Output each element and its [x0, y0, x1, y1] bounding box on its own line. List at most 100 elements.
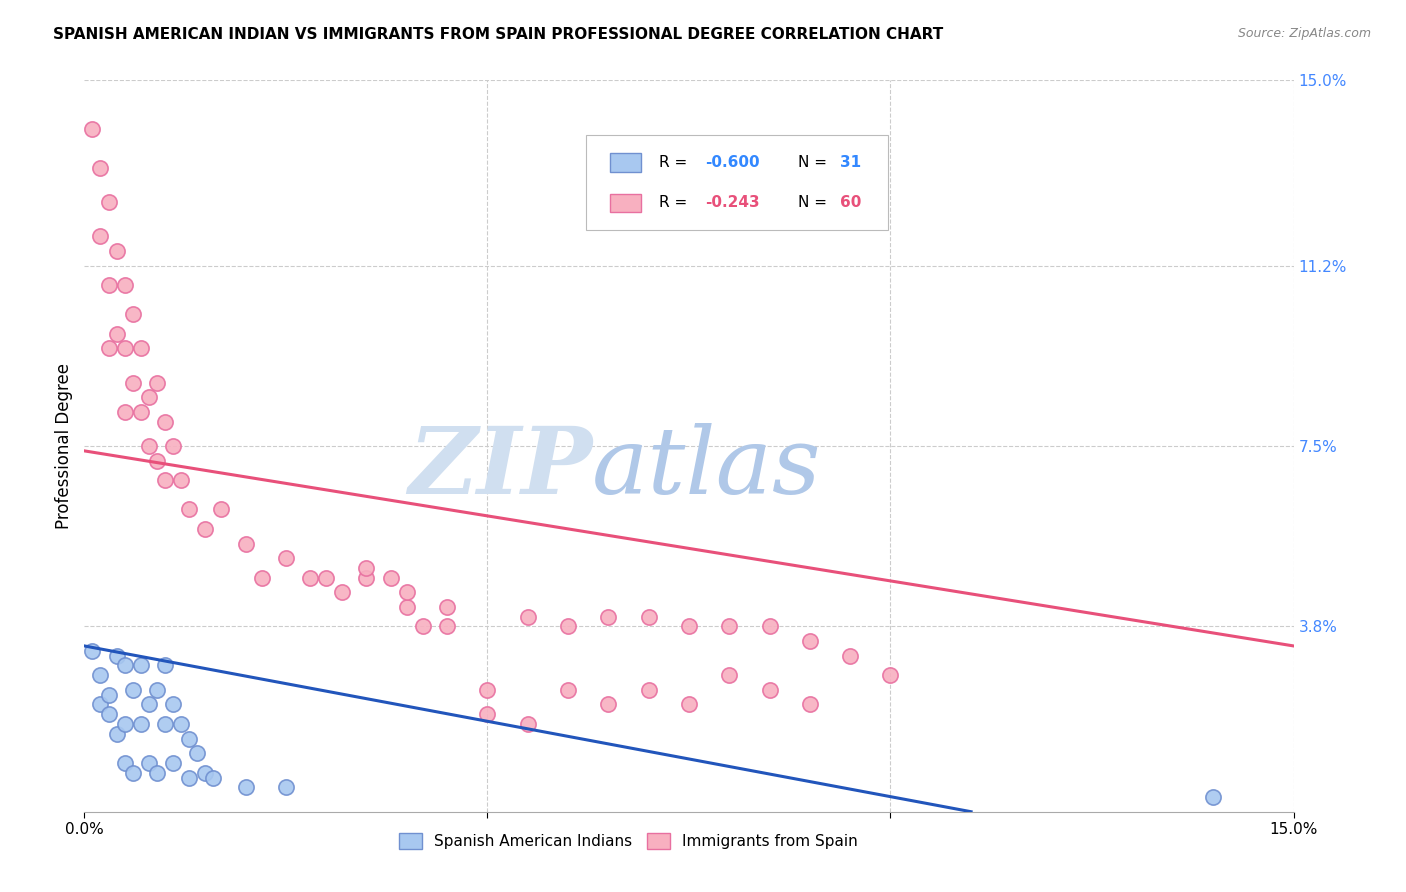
Point	[235, 536, 257, 550]
Point	[97, 278, 120, 293]
Point	[209, 502, 232, 516]
Point	[114, 756, 136, 770]
Point	[718, 619, 741, 633]
Point	[315, 571, 337, 585]
Point	[146, 376, 169, 390]
Point	[799, 698, 821, 712]
Point	[114, 342, 136, 356]
Point	[89, 161, 111, 175]
Point	[194, 522, 217, 536]
Point	[129, 658, 152, 673]
Text: -0.243: -0.243	[704, 195, 759, 211]
Point	[114, 278, 136, 293]
Point	[557, 682, 579, 697]
Point	[114, 717, 136, 731]
Point	[129, 717, 152, 731]
Point	[162, 698, 184, 712]
Point	[153, 717, 176, 731]
Point	[330, 585, 353, 599]
Point	[637, 682, 659, 697]
Legend: Spanish American Indians, Immigrants from Spain: Spanish American Indians, Immigrants fro…	[392, 827, 865, 855]
Text: Source: ZipAtlas.com: Source: ZipAtlas.com	[1237, 27, 1371, 40]
Point	[758, 619, 780, 633]
Point	[121, 682, 143, 697]
Point	[395, 599, 418, 614]
Point	[82, 122, 104, 136]
Point	[146, 453, 169, 467]
Point	[153, 658, 176, 673]
Point	[97, 707, 120, 722]
Point	[121, 765, 143, 780]
Text: ZIP: ZIP	[408, 423, 592, 513]
Point	[129, 342, 152, 356]
Point	[97, 342, 120, 356]
Point	[436, 599, 458, 614]
Text: -0.600: -0.600	[704, 155, 759, 170]
Point	[637, 609, 659, 624]
Point	[105, 244, 128, 258]
Point	[114, 405, 136, 419]
Point	[395, 585, 418, 599]
Point	[380, 571, 402, 585]
Point	[194, 765, 217, 780]
Point	[179, 771, 201, 785]
Point	[235, 780, 257, 795]
Point	[170, 473, 193, 487]
Point	[179, 731, 201, 746]
Point	[839, 648, 862, 663]
Point	[799, 634, 821, 648]
Point	[1202, 790, 1225, 805]
Point	[758, 682, 780, 697]
Point	[138, 439, 160, 453]
Point	[129, 405, 152, 419]
FancyBboxPatch shape	[610, 153, 641, 171]
Point	[179, 502, 201, 516]
Point	[162, 756, 184, 770]
Point	[121, 307, 143, 321]
Point	[153, 473, 176, 487]
Point	[516, 609, 538, 624]
Point	[153, 415, 176, 429]
Point	[274, 780, 297, 795]
Point	[121, 376, 143, 390]
Point	[412, 619, 434, 633]
Point	[477, 682, 499, 697]
Point	[170, 717, 193, 731]
Point	[105, 326, 128, 341]
Point	[105, 727, 128, 741]
Text: atlas: atlas	[592, 423, 821, 513]
Point	[356, 561, 378, 575]
Point	[436, 619, 458, 633]
Point	[89, 668, 111, 682]
Point	[356, 571, 378, 585]
Point	[598, 609, 620, 624]
Point	[250, 571, 273, 585]
Text: R =: R =	[659, 195, 692, 211]
Point	[186, 746, 208, 760]
Point	[97, 195, 120, 210]
Point	[146, 682, 169, 697]
Point	[105, 648, 128, 663]
Point	[89, 229, 111, 244]
Text: SPANISH AMERICAN INDIAN VS IMMIGRANTS FROM SPAIN PROFESSIONAL DEGREE CORRELATION: SPANISH AMERICAN INDIAN VS IMMIGRANTS FR…	[53, 27, 943, 42]
Text: R =: R =	[659, 155, 692, 170]
Point	[146, 765, 169, 780]
Point	[299, 571, 322, 585]
Point	[598, 698, 620, 712]
Point	[274, 551, 297, 566]
FancyBboxPatch shape	[610, 194, 641, 212]
Point	[162, 439, 184, 453]
Y-axis label: Professional Degree: Professional Degree	[55, 363, 73, 529]
Text: 31: 31	[841, 155, 862, 170]
Point	[114, 658, 136, 673]
Point	[138, 698, 160, 712]
Point	[138, 390, 160, 404]
Point	[879, 668, 901, 682]
Point	[138, 756, 160, 770]
Point	[516, 717, 538, 731]
Point	[89, 698, 111, 712]
Text: 60: 60	[841, 195, 862, 211]
Point	[82, 644, 104, 658]
Point	[97, 688, 120, 702]
Point	[718, 668, 741, 682]
